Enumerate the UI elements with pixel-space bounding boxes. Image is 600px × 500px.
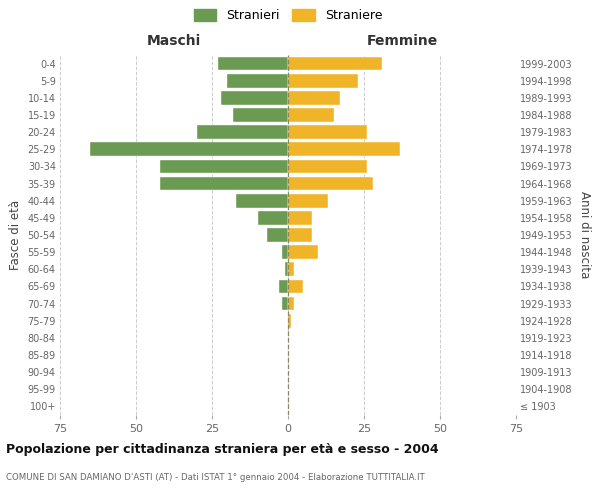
Bar xyxy=(288,160,367,173)
Bar xyxy=(227,74,288,88)
Bar xyxy=(288,74,358,88)
Bar xyxy=(221,91,288,104)
Bar xyxy=(257,211,288,224)
Bar xyxy=(288,126,367,139)
Bar xyxy=(288,314,291,328)
Bar xyxy=(288,211,313,224)
Bar xyxy=(288,108,334,122)
Bar xyxy=(267,228,288,242)
Text: Popolazione per cittadinanza straniera per età e sesso - 2004: Popolazione per cittadinanza straniera p… xyxy=(6,442,439,456)
Bar xyxy=(288,91,340,104)
Bar xyxy=(288,56,382,70)
Bar xyxy=(236,194,288,207)
Bar xyxy=(197,126,288,139)
Text: COMUNE DI SAN DAMIANO D'ASTI (AT) - Dati ISTAT 1° gennaio 2004 - Elaborazione TU: COMUNE DI SAN DAMIANO D'ASTI (AT) - Dati… xyxy=(6,472,425,482)
Bar xyxy=(288,142,400,156)
Bar xyxy=(233,108,288,122)
Bar xyxy=(218,56,288,70)
Legend: Stranieri, Straniere: Stranieri, Straniere xyxy=(189,4,387,28)
Bar xyxy=(160,176,288,190)
Bar xyxy=(282,296,288,310)
Y-axis label: Fasce di età: Fasce di età xyxy=(9,200,22,270)
Bar xyxy=(160,160,288,173)
Y-axis label: Anni di nascita: Anni di nascita xyxy=(578,192,592,278)
Bar xyxy=(282,246,288,259)
Text: Femmine: Femmine xyxy=(367,34,437,48)
Bar xyxy=(288,246,319,259)
Bar xyxy=(288,194,328,207)
Bar xyxy=(288,280,303,293)
Bar xyxy=(288,176,373,190)
Text: Maschi: Maschi xyxy=(147,34,201,48)
Bar xyxy=(279,280,288,293)
Bar xyxy=(285,262,288,276)
Bar xyxy=(288,262,294,276)
Bar xyxy=(91,142,288,156)
Bar xyxy=(288,228,313,242)
Bar xyxy=(288,296,294,310)
